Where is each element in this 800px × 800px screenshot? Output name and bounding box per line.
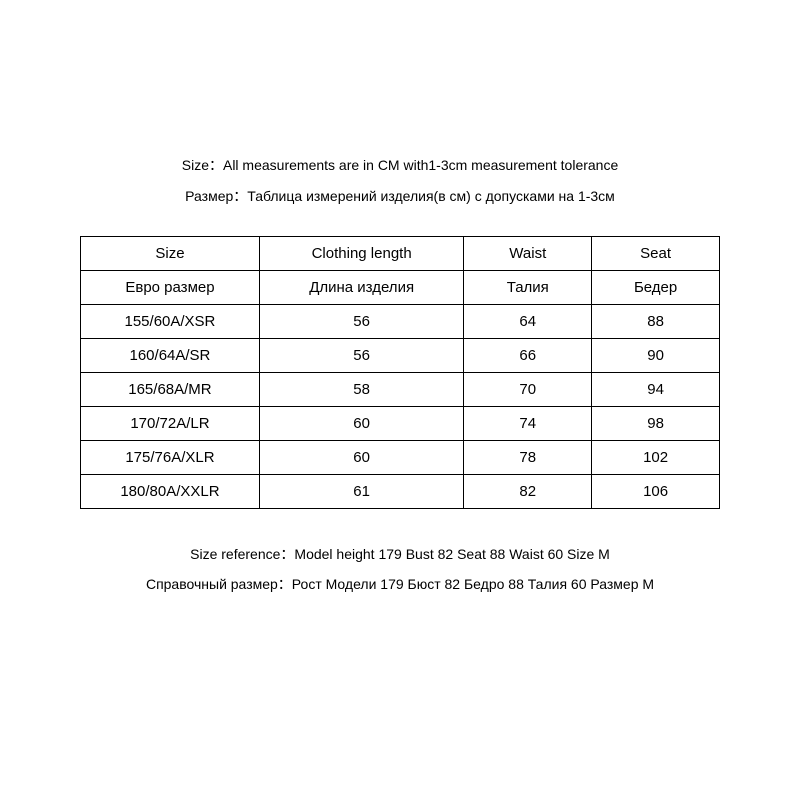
cell-seat: 102 xyxy=(592,440,720,474)
header-text-block: Size：All measurements are in CM with1-3c… xyxy=(182,150,619,212)
cell-length: 61 xyxy=(259,474,463,508)
col-header-seat-en: Seat xyxy=(592,236,720,270)
col-header-waist-en: Waist xyxy=(464,236,592,270)
cell-seat: 106 xyxy=(592,474,720,508)
header-line-en: Size：All measurements are in CM with1-3c… xyxy=(182,150,619,181)
table-row: 160/64A/SR 56 66 90 xyxy=(81,338,720,372)
table-header-row-ru: Евро размер Длина изделия Талия Бедер xyxy=(81,270,720,304)
cell-seat: 98 xyxy=(592,406,720,440)
footer-line-ru: Справочный размер：Рост Модели 179 Бюст 8… xyxy=(146,569,654,600)
cell-size: 165/68A/MR xyxy=(81,372,260,406)
cell-size: 175/76A/XLR xyxy=(81,440,260,474)
footer-line-en: Size reference：Model height 179 Bust 82 … xyxy=(146,539,654,570)
table-header-row-en: Size Clothing length Waist Seat xyxy=(81,236,720,270)
cell-length: 56 xyxy=(259,304,463,338)
header-line-ru: Размер：Таблица измерений изделия(в см) с… xyxy=(182,181,619,212)
cell-waist: 66 xyxy=(464,338,592,372)
cell-length: 60 xyxy=(259,406,463,440)
col-header-length-en: Clothing length xyxy=(259,236,463,270)
cell-size: 160/64A/SR xyxy=(81,338,260,372)
col-header-waist-ru: Талия xyxy=(464,270,592,304)
cell-seat: 94 xyxy=(592,372,720,406)
cell-size: 155/60A/XSR xyxy=(81,304,260,338)
cell-waist: 74 xyxy=(464,406,592,440)
cell-size: 170/72A/LR xyxy=(81,406,260,440)
size-table: Size Clothing length Waist Seat Евро раз… xyxy=(80,236,720,509)
size-table-container: Size Clothing length Waist Seat Евро раз… xyxy=(80,236,720,509)
table-row: 155/60A/XSR 56 64 88 xyxy=(81,304,720,338)
cell-waist: 78 xyxy=(464,440,592,474)
col-header-size-en: Size xyxy=(81,236,260,270)
col-header-size-ru: Евро размер xyxy=(81,270,260,304)
cell-length: 60 xyxy=(259,440,463,474)
cell-waist: 82 xyxy=(464,474,592,508)
cell-length: 56 xyxy=(259,338,463,372)
table-row: 165/68A/MR 58 70 94 xyxy=(81,372,720,406)
cell-length: 58 xyxy=(259,372,463,406)
cell-waist: 64 xyxy=(464,304,592,338)
cell-size: 180/80A/XXLR xyxy=(81,474,260,508)
col-header-seat-ru: Бедер xyxy=(592,270,720,304)
cell-waist: 70 xyxy=(464,372,592,406)
cell-seat: 90 xyxy=(592,338,720,372)
col-header-length-ru: Длина изделия xyxy=(259,270,463,304)
table-row: 175/76A/XLR 60 78 102 xyxy=(81,440,720,474)
table-row: 170/72A/LR 60 74 98 xyxy=(81,406,720,440)
cell-seat: 88 xyxy=(592,304,720,338)
footer-text-block: Size reference：Model height 179 Bust 82 … xyxy=(146,539,654,601)
table-row: 180/80A/XXLR 61 82 106 xyxy=(81,474,720,508)
